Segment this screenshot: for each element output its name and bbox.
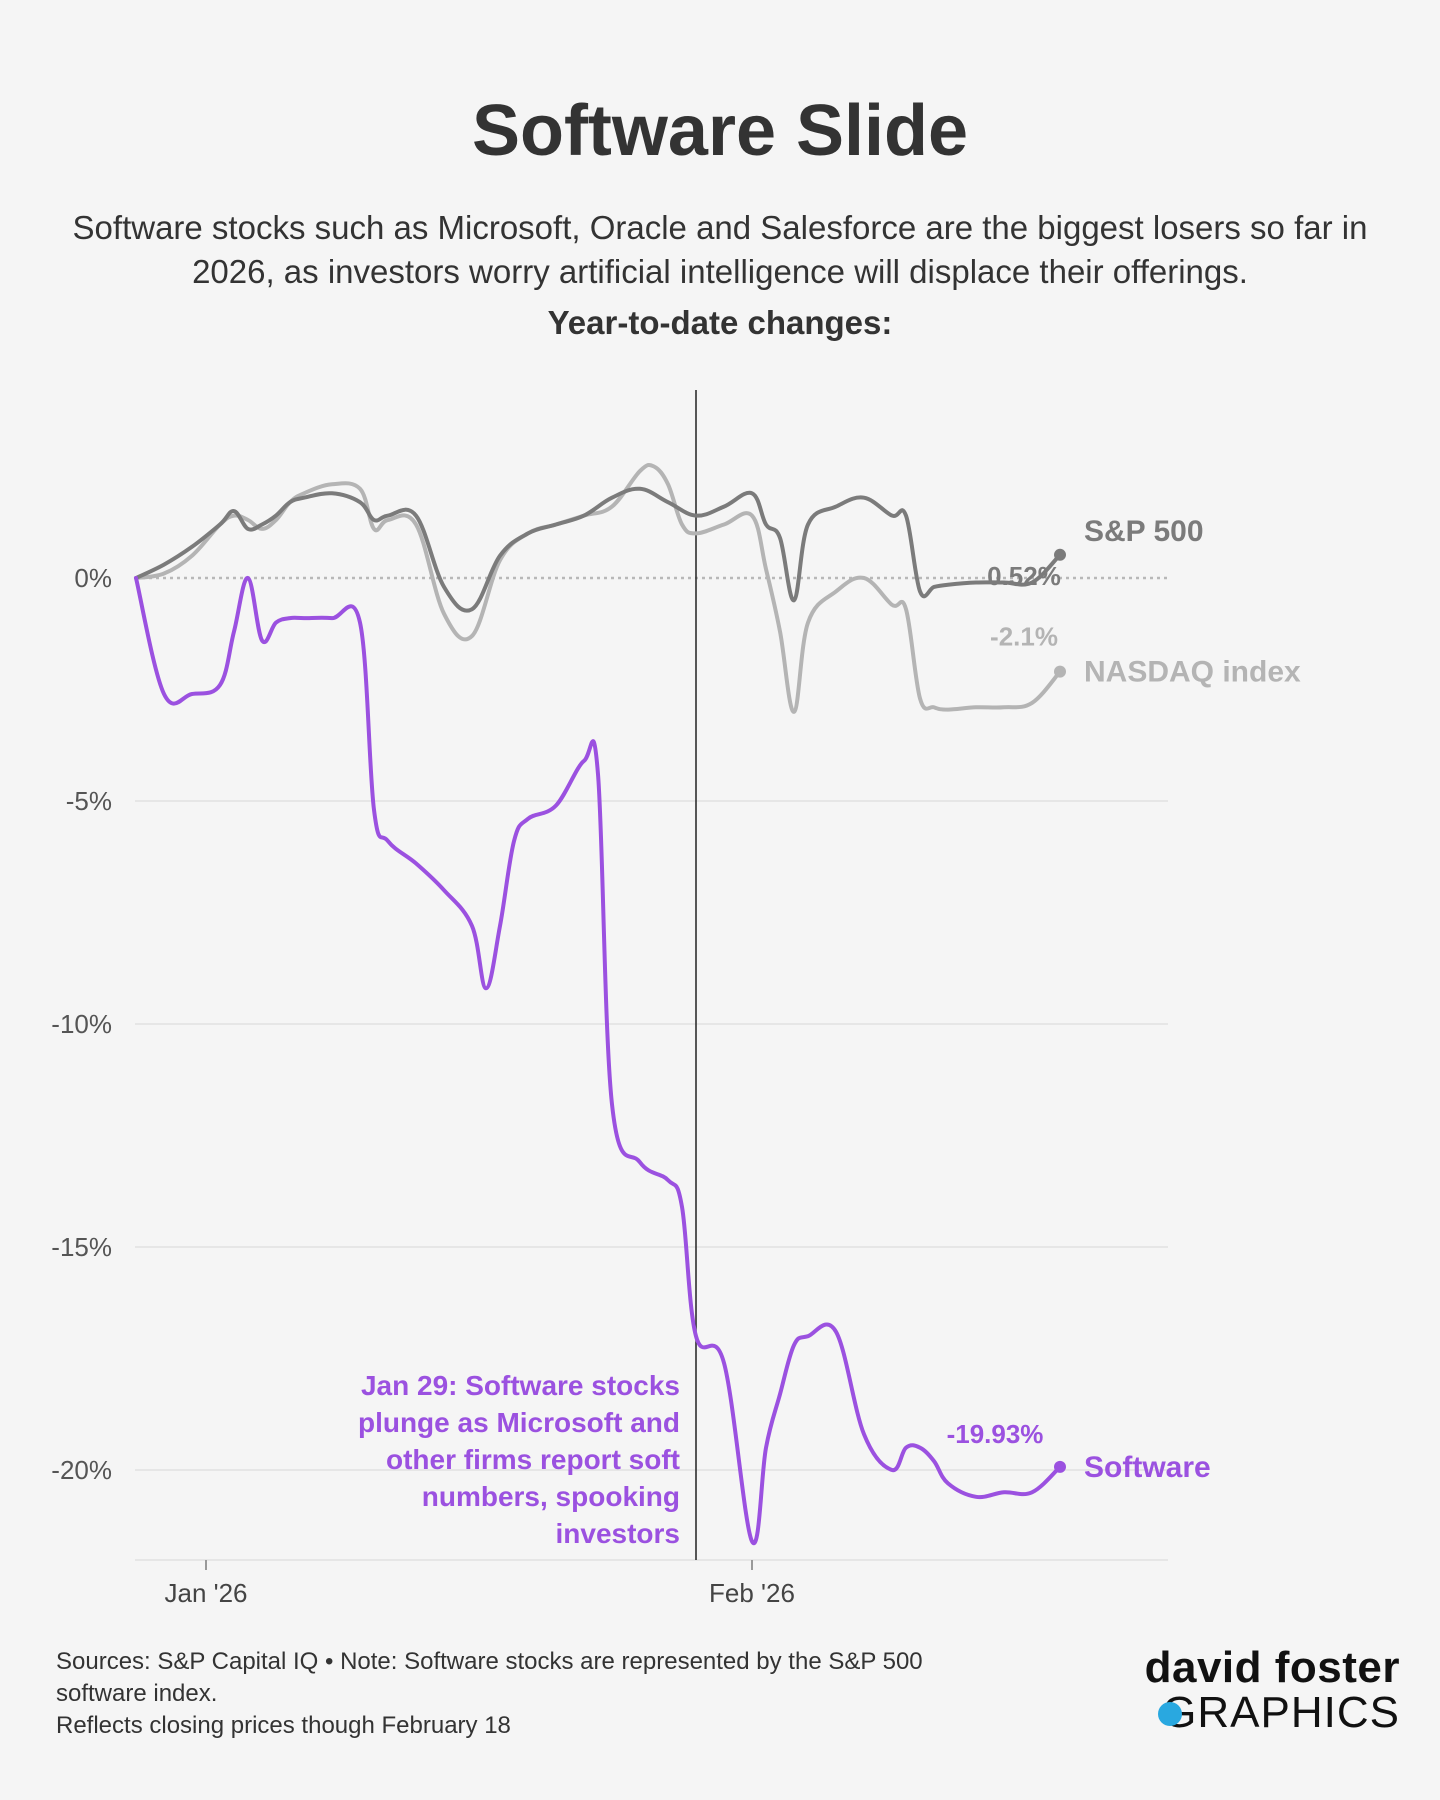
brand-logo: david foster GRAPHICS <box>1140 1646 1400 1736</box>
software-line <box>134 575 1062 1546</box>
nasdaq-end-marker <box>1054 665 1066 678</box>
x-tick-label: Jan '26 <box>164 1578 247 1608</box>
footer-date-note: Reflects closing prices though February … <box>56 1712 511 1739</box>
line-chart: 0% -5% -10% -15% -20% Jan '26 Feb '26 NASDAQ in… <box>51 390 1301 1608</box>
logo-dot-icon <box>1158 1702 1182 1726</box>
sp500-end-value: 0.52% <box>987 561 1061 591</box>
footer-notes: Sources: S&P Capital IQ • Note: Software… <box>56 1646 1016 1742</box>
page-title: Software Slide <box>471 91 969 171</box>
footer-source-note: Sources: S&P Capital IQ • Note: Software… <box>56 1648 923 1707</box>
software-end-value: -19.93% <box>947 1419 1044 1449</box>
y-tick-label: -5% <box>66 786 112 816</box>
software-end-marker <box>1054 1460 1066 1473</box>
sp500-line <box>134 486 1062 613</box>
y-tick-label: -20% <box>51 1455 112 1485</box>
logo-wordmark-top: david foster <box>1144 1643 1400 1692</box>
chart-section-label: Year-to-date changes: <box>547 304 893 341</box>
event-annotation-line: plunge as Microsoft and <box>358 1407 680 1438</box>
y-tick-label: -15% <box>51 1232 112 1262</box>
event-annotation-line: other firms report soft <box>386 1444 680 1475</box>
sp500-series-label: S&P 500 <box>1084 515 1204 548</box>
logo-wordmark-bottom: GRAPHICS <box>1140 1690 1400 1736</box>
software-series-label: Software <box>1084 1451 1211 1484</box>
nasdaq-end-value: -2.1% <box>990 622 1058 652</box>
line-layer <box>134 462 1066 1546</box>
event-annotation-line: numbers, spooking <box>422 1481 680 1512</box>
sp500-end-marker <box>1054 548 1066 561</box>
event-annotation-line: investors <box>556 1518 681 1549</box>
nasdaq-line <box>134 462 1062 714</box>
chart-subtitle: Software stocks such as Microsoft, Oracl… <box>72 209 1368 290</box>
y-tick-label: 0% <box>74 563 112 593</box>
logo-graphics-text: GRAPHICS <box>1162 1688 1400 1737</box>
label-layer: 0% -5% -10% -15% -20% Jan '26 Feb '26 NASDAQ in… <box>51 515 1301 1608</box>
x-tick-label: Feb '26 <box>709 1578 795 1608</box>
grid-layer <box>135 576 1168 1570</box>
nasdaq-series-label: NASDAQ index <box>1084 656 1301 689</box>
event-annotation-line: Jan 29: Software stocks <box>361 1370 680 1401</box>
y-tick-label: -10% <box>51 1009 112 1039</box>
event-annotation: Jan 29: Software stocks plunge as Microso… <box>358 1370 680 1549</box>
